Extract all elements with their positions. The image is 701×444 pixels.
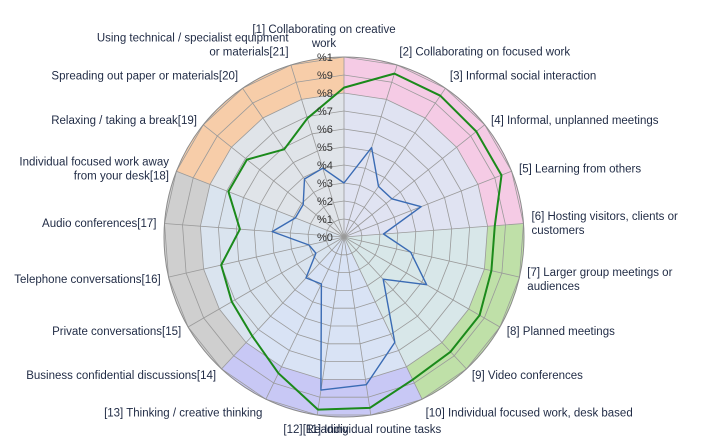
category-label-17: Audio conferences[17] [42, 218, 156, 230]
category-label-13: [13] Thinking / creative thinking [104, 407, 262, 419]
category-label-7: [7] Larger group meetings or audiences [527, 267, 672, 293]
grid-ring-6 [235, 128, 453, 345]
grid-ring-2 [307, 200, 381, 274]
grid-spoke-10 [343, 236, 423, 400]
tick-label-9: %9 [317, 70, 333, 82]
grid-ring-8 [199, 92, 489, 380]
grid-spoke-17 [164, 223, 345, 238]
grid-spoke-21 [290, 64, 345, 238]
grid-spoke-9 [343, 236, 467, 370]
category-label-16: Telephone conversations[16] [14, 274, 160, 286]
grid-ring-4 [271, 164, 417, 309]
category-label-11: [11] Individual routine tasks [303, 424, 442, 436]
series-2-line [271, 146, 428, 391]
grid-spoke-18 [176, 170, 345, 238]
grid-spoke-5 [343, 170, 512, 238]
tick-label-2: %2 [317, 196, 333, 208]
category-label-5: [5] Learning from others [519, 163, 641, 175]
grid-spoke-4 [343, 124, 485, 238]
category-label-18: Individual focused work away from your de… [19, 156, 169, 182]
category-label-12: [12] Reading [283, 424, 348, 436]
grid-spoke-13 [265, 236, 345, 400]
grid-spoke-3 [343, 88, 446, 238]
grid-spoke-2 [343, 64, 398, 238]
grid-ring-5 [253, 146, 435, 327]
tick-label-6: %6 [317, 124, 333, 136]
tick-label-0: %0 [317, 232, 333, 244]
category-label-2: [2] Collaborating on focused work [399, 46, 570, 58]
category-labels: [1] Collaborating on creative work [2] Col… [14, 24, 678, 436]
tick-label-4: %4 [317, 160, 333, 172]
grid-ring-7 [217, 110, 471, 363]
grid-ring-3 [289, 182, 399, 291]
tick-label-7: %7 [317, 106, 333, 118]
tick-label-5: %5 [317, 142, 333, 154]
grid-spoke-6 [343, 223, 524, 238]
grid-ring-9 [182, 74, 506, 398]
category-label-20: Spreading out paper or materials[20] [51, 71, 238, 83]
category-label-3: [3] Informal social interaction [450, 71, 596, 83]
grid-spoke-7 [343, 236, 520, 278]
category-label-19: Relaxing / taking a break[19] [51, 115, 197, 127]
grid-spoke-20 [242, 88, 345, 238]
outer-circle [163, 56, 525, 418]
tick-label-10: %1 [317, 52, 333, 64]
grid-spoke-8 [343, 236, 501, 328]
grid-spoke-15 [187, 236, 345, 328]
category-label-8: [8] Planned meetings [507, 326, 615, 338]
grid-spoke-14 [221, 236, 345, 370]
tick-label-3: %3 [317, 178, 333, 190]
series-lines [220, 72, 503, 411]
grid-spoke-19 [203, 124, 345, 238]
grid-spoke-12 [316, 236, 345, 416]
category-label-4: [4] Informal, unplanned meetings [491, 115, 659, 127]
tick-label-1: %1 [317, 214, 333, 226]
category-label-6: [6] Hosting visitors, clients or customer… [532, 211, 679, 237]
category-label-1: [1] Collaborating on creative work [252, 24, 395, 50]
radar-grid [163, 56, 525, 418]
series-1-line [220, 72, 503, 411]
category-label-9: [9] Video conferences [472, 370, 583, 382]
grid-ring-10 [164, 56, 524, 416]
category-label-15: Private conversations[15] [52, 326, 181, 338]
radial-tick-labels: %0 %1 %2 %3 %4 %5 %6 %7 %8 %9 %1 [317, 52, 333, 244]
category-label-10: [10] Individual focused work, desk based [426, 407, 633, 419]
grid-ring-1 [325, 218, 363, 256]
grid-spoke-16 [168, 236, 345, 278]
category-label-21: Using technical / specialist equipment or… [97, 32, 290, 58]
category-label-14: Business confidential discussions[14] [26, 370, 216, 382]
tick-label-8: %8 [317, 88, 333, 100]
